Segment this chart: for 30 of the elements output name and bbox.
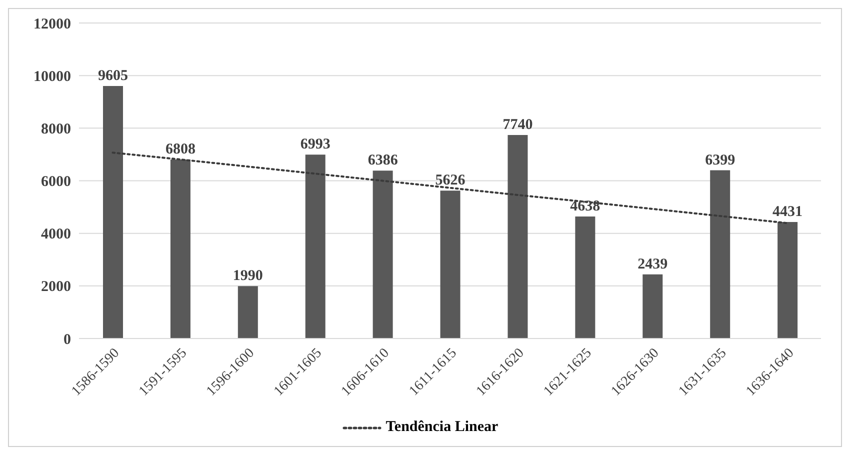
bar bbox=[372, 170, 393, 338]
bar bbox=[575, 216, 596, 338]
y-tick-label: 2000 bbox=[41, 279, 71, 296]
y-tick-label: 10000 bbox=[34, 68, 71, 85]
data-label: 6386 bbox=[368, 152, 398, 169]
bar bbox=[508, 135, 528, 338]
bar bbox=[642, 274, 663, 338]
y-tick-label: 6000 bbox=[41, 174, 71, 190]
y-tick-label: 0 bbox=[64, 332, 71, 348]
data-label: 1990 bbox=[232, 268, 263, 284]
data-label: 2439 bbox=[638, 256, 668, 272]
bar bbox=[778, 222, 798, 338]
data-label: 6399 bbox=[705, 152, 736, 168]
bar bbox=[103, 86, 123, 338]
data-label: 7740 bbox=[502, 117, 533, 134]
data-label: 4431 bbox=[772, 204, 803, 220]
y-tick-label: 4000 bbox=[41, 226, 71, 243]
data-label: 6993 bbox=[300, 136, 330, 153]
bar bbox=[710, 170, 730, 338]
bar bbox=[305, 154, 326, 338]
y-tick-label: 12000 bbox=[34, 16, 71, 32]
bar bbox=[440, 190, 460, 338]
legend-label: Tendência Linear bbox=[386, 419, 498, 436]
data-label: 5626 bbox=[435, 172, 466, 189]
data-label: 9605 bbox=[98, 68, 128, 84]
data-label: 6808 bbox=[165, 142, 196, 158]
bar bbox=[238, 286, 258, 338]
bar bbox=[170, 160, 190, 338]
data-label: 4638 bbox=[570, 198, 600, 215]
y-tick-label: 8000 bbox=[41, 121, 71, 138]
